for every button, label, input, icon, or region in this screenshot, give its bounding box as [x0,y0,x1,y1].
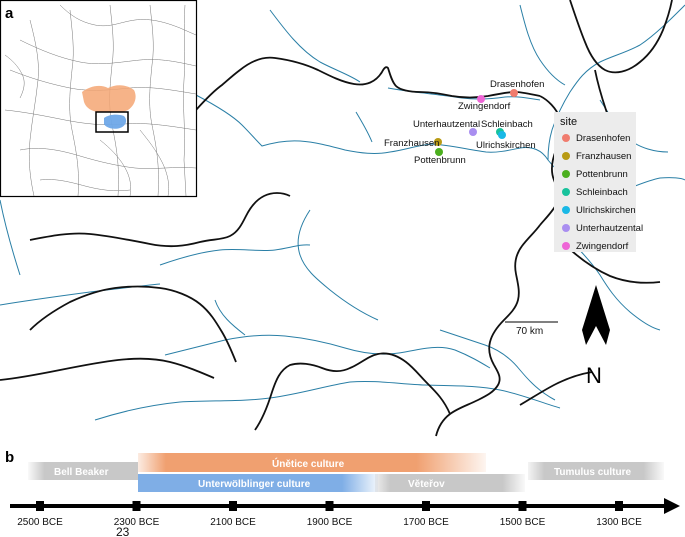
timeline-tick-label: 1700 BCE [403,517,449,528]
legend-title: site [560,116,577,128]
panel-label-a: a [5,5,14,22]
border-north-west [195,56,541,111]
culture-label-bell-beaker: Bell Beaker [54,467,109,478]
site-label-pottenbrunn: Pottenbrunn [414,155,466,166]
legend-swatch-ulrichskirchen [562,206,570,214]
site-label-unterhautzental: Unterhautzental [413,119,480,130]
legend-swatch-franzhausen [562,152,570,160]
site-label-franzhausen: Franzhausen [384,138,439,149]
site-label-schleinbach: Schleinbach [481,119,533,130]
north-east-stream [519,4,566,86]
timeline-tick-label: 1500 BCE [500,517,546,528]
culture-bar-unterwoelblinger [138,474,378,492]
traun-river [159,244,311,266]
inset-borders [4,4,196,196]
site-label-zwingendorf: Zwingendorf [458,101,511,112]
legend-label-drasenhofen: Drasenhofen [576,133,630,144]
timeline-tick-label: 1300 BCE [596,517,642,528]
culture-label-veterov: Věteřov [408,479,445,490]
culture-label-unetice: Únětice culture [272,457,345,470]
site-point-franzhausen [434,138,442,146]
border-south-west [0,357,215,381]
culture-bar-tumulus [528,462,664,480]
legend-swatch-unterhautzental [562,224,570,232]
raab-river [439,329,556,401]
border-south-east [435,364,501,437]
site-point-ulrichskirchen [498,131,506,139]
border-east [488,224,541,366]
border-west [29,192,291,248]
inset-unetice-region [82,85,136,113]
legend-label-unterhautzental: Unterhautzental [576,223,643,234]
site-label-ulrichskirchen: Ulrichskirchen [476,140,536,151]
inset-map: a [0,0,198,198]
legend-label-franzhausen: Franzhausen [576,151,631,162]
morava-river [547,4,685,161]
salzach-river [214,299,246,336]
site-point-zwingendorf [477,95,485,103]
mur-river [164,334,491,369]
border-south [254,352,451,431]
panel-label-b: b [5,449,14,466]
inset-study-area-box [95,111,129,133]
lech-river [0,199,21,276]
timeline-extra-label: 23 [116,525,130,537]
timeline-tick-label: 2500 BCE [17,517,63,528]
timeline-tick-label: 1900 BCE [307,517,353,528]
border-west-lower [29,285,237,363]
kamp-river [355,111,373,143]
north-stream [269,9,361,83]
border-bottom-right [519,371,593,406]
timeline-tick [615,501,623,511]
timeline-tick [422,501,430,511]
legend-swatch-schleinbach [562,188,570,196]
timeline-ticks: 2500 BCE 2300 BCE 2100 BCE 1900 BCE 1700 BCE… [17,501,642,528]
culture-label-tumulus: Tumulus culture [554,467,631,478]
culture-label-unterwoelblinger: Unterwölblinger culture [198,479,311,490]
timeline-tick-label: 2100 BCE [210,517,256,528]
legend-label-schleinbach: Schleinbach [576,187,628,198]
legend-label-zwingendorf: Zwingendorf [576,241,629,252]
timeline-tick [36,501,44,511]
sites-layer: Drasenhofen Zwingendorf Unterhautzental Sch… [384,79,544,166]
drau-river [94,380,561,421]
site-point-pottenbrunn [435,148,443,156]
timeline-tick-label: 2300 BCE [114,517,160,528]
legend-swatch-pottenbrunn [562,170,570,178]
timeline-tick [229,501,237,511]
legend-label-ulrichskirchen: Ulrichskirchen [576,205,636,216]
leitha-river [559,229,661,331]
timeline-arrow-icon [664,498,680,514]
site-label-drasenhofen: Drasenhofen [490,79,544,90]
timeline-tick [325,501,334,511]
legend: site Drasenhofen Franzhausen Pottenbrunn Sc… [554,112,643,252]
scale-bar: 70 km [505,321,558,337]
timeline-tick [518,501,527,511]
north-arrow-icon [582,285,610,345]
scale-bar-label: 70 km [516,326,543,337]
enns-river [297,209,379,321]
legend-swatch-drasenhofen [562,134,570,142]
north-arrow-label: N [586,363,602,388]
border-far-right [559,239,661,284]
culture-bar-bell-beaker [28,462,138,480]
border-top-right [569,0,673,74]
north-arrow: N [582,285,610,388]
legend-swatch-zwingendorf [562,242,570,250]
culture-bar-veterov [375,474,525,492]
timeline: b Bell Beaker Únětice culture Unterwölbl… [5,449,680,537]
legend-label-pottenbrunn: Pottenbrunn [576,169,628,180]
site-point-unterhautzental [469,128,477,136]
site-point-drasenhofen [510,89,518,97]
inset-unterwoelbling-region [104,114,127,129]
timeline-tick [132,501,141,511]
culture-bar-unetice [138,453,486,472]
